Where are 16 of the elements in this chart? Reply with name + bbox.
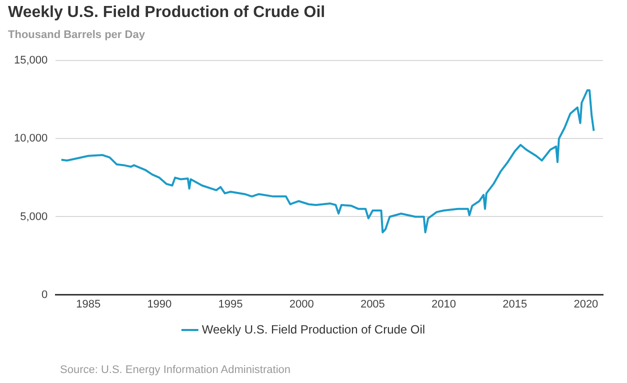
y-axis-title: Thousand Barrels per Day bbox=[8, 29, 145, 41]
legend-label: Weekly U.S. Field Production of Crude Oil bbox=[202, 322, 426, 336]
x-tick-label: 1985 bbox=[76, 298, 101, 310]
y-tick-label: 10,000 bbox=[14, 132, 48, 145]
y-tick-label: 15,000 bbox=[14, 54, 48, 67]
chart-title: Weekly U.S. Field Production of Crude Oil bbox=[8, 4, 326, 22]
x-tick-label: 1990 bbox=[147, 298, 172, 310]
x-tick-label: 2000 bbox=[289, 298, 314, 310]
x-tick-label: 2010 bbox=[432, 298, 456, 310]
y-tick-label: 0 bbox=[42, 288, 48, 301]
x-tick-label: 2015 bbox=[502, 298, 528, 310]
source-note: Source: U.S. Energy Information Administration bbox=[60, 364, 290, 376]
x-tick-label: 2020 bbox=[574, 298, 598, 310]
y-tick-label: 5,000 bbox=[20, 210, 48, 223]
x-tick-label: 1995 bbox=[218, 298, 243, 310]
x-tick-label: 2005 bbox=[360, 298, 385, 310]
